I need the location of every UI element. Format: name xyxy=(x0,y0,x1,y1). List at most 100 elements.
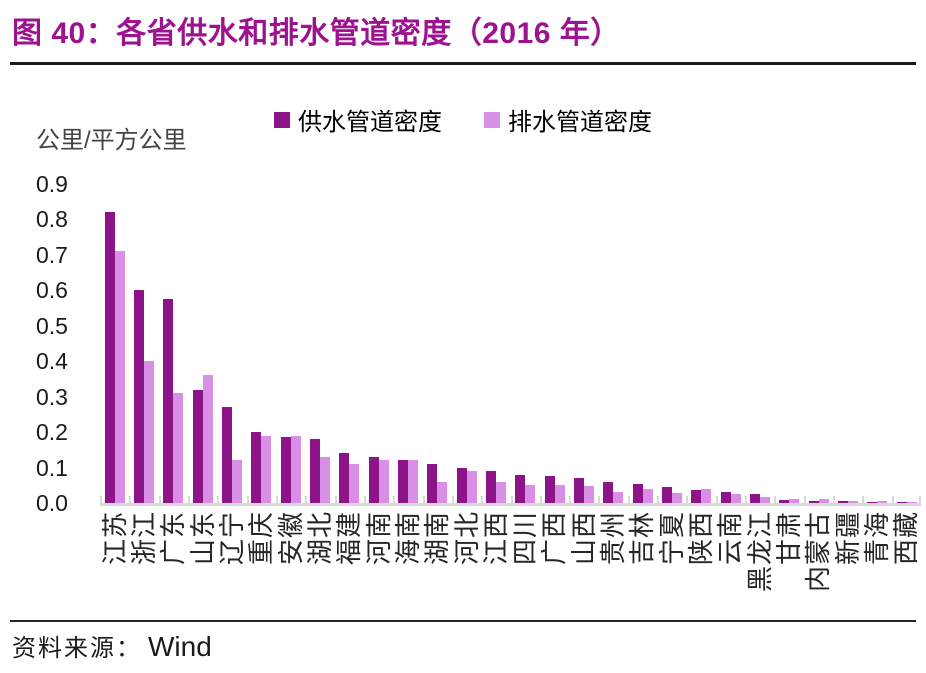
x-category-label: 安徽 xyxy=(275,511,306,566)
x-category-label: 广东 xyxy=(158,511,189,566)
bar-group-宁夏 xyxy=(657,184,686,503)
bar xyxy=(221,407,232,503)
y-tick-label: 0.3 xyxy=(36,383,68,410)
x-category-label: 湖北 xyxy=(304,511,335,566)
bar-group-山东 xyxy=(188,184,217,503)
x-axis-tick xyxy=(598,496,600,503)
x-label-slot: 陕西 xyxy=(686,511,717,611)
bar xyxy=(837,501,848,503)
y-tick-label: 0.8 xyxy=(36,206,68,233)
bar xyxy=(290,436,301,503)
x-label-slot: 浙江 xyxy=(128,511,159,611)
source-label: 资料来源： xyxy=(12,636,142,662)
bar xyxy=(251,432,262,503)
x-axis-tick xyxy=(919,496,921,503)
bar xyxy=(397,460,408,503)
x-category-label: 新疆 xyxy=(832,511,863,566)
title-divider xyxy=(10,62,916,65)
figure-title: 图 40：各省供水和排水管道密度（2016 年） xyxy=(12,17,621,50)
x-axis-tick xyxy=(716,496,718,503)
x-category-label: 山东 xyxy=(187,511,218,566)
bar-group-山西 xyxy=(569,184,598,503)
bar xyxy=(319,457,330,503)
y-axis-unit-label: 公里/平方公里 xyxy=(36,127,187,154)
bar xyxy=(779,500,790,503)
x-axis-tick xyxy=(481,496,483,503)
x-category-label: 西藏 xyxy=(891,511,922,566)
x-axis-tick xyxy=(129,496,131,503)
bar-group-重庆 xyxy=(247,184,276,503)
bar xyxy=(104,212,115,503)
bar xyxy=(759,497,770,503)
bar xyxy=(427,464,438,503)
bar xyxy=(749,494,760,503)
x-axis-tick xyxy=(774,496,776,503)
x-label-slot: 江苏 xyxy=(99,511,130,611)
y-axis: 0.9 0.8 0.7 0.6 0.5 0.4 0.3 0.2 0.1 0.0 xyxy=(36,171,96,516)
bar-group-辽宁 xyxy=(217,184,246,503)
bar-group-四川 xyxy=(511,184,540,503)
bar-group-青海 xyxy=(863,184,892,503)
bar xyxy=(671,493,682,503)
bar-group-新疆 xyxy=(833,184,862,503)
bar xyxy=(603,482,614,503)
bar xyxy=(789,499,800,503)
x-axis-tick xyxy=(569,496,571,503)
x-label-slot: 安徽 xyxy=(275,511,306,611)
x-label-slot: 山西 xyxy=(568,511,599,611)
bar-group-河南 xyxy=(364,184,393,503)
bar xyxy=(906,502,917,503)
y-tick-label: 0.1 xyxy=(36,454,68,481)
y-tick-label: 0.0 xyxy=(36,490,68,516)
bar xyxy=(485,471,496,503)
x-axis-tick xyxy=(892,496,894,503)
bar-group-海南 xyxy=(393,184,422,503)
x-axis-labels: 江苏 浙江 广东 山东 辽宁 重庆 安徽 湖北 福建 河南 海南 湖南 河北 江西 四川 广西 山西 贵州 吉林 宁夏… xyxy=(99,511,922,621)
bar xyxy=(632,484,643,503)
bar xyxy=(730,494,741,503)
bar xyxy=(261,436,272,503)
bar xyxy=(573,478,584,503)
x-category-label: 陕西 xyxy=(686,511,717,566)
x-axis-tick xyxy=(452,496,454,503)
bar xyxy=(495,482,506,503)
x-label-slot: 山东 xyxy=(187,511,218,611)
bar xyxy=(456,468,467,503)
y-tick-label: 0.5 xyxy=(36,312,68,339)
x-category-label: 海南 xyxy=(392,511,423,566)
bar-group-湖南 xyxy=(423,184,452,503)
x-axis-tick xyxy=(540,496,542,503)
y-tick-label: 0.4 xyxy=(36,348,68,375)
bar-group-河北 xyxy=(452,184,481,503)
legend-label-drainage: 排水管道密度 xyxy=(508,109,652,136)
x-label-slot: 新疆 xyxy=(832,511,863,611)
x-label-slot: 河北 xyxy=(452,511,482,611)
x-axis-tick xyxy=(159,496,161,503)
bar xyxy=(466,471,477,503)
x-category-label: 湖南 xyxy=(422,511,453,566)
x-label-slot: 湖南 xyxy=(422,511,453,611)
x-category-label: 江苏 xyxy=(99,511,130,566)
drainage-series-swatch-icon xyxy=(484,111,500,128)
bar xyxy=(818,499,829,503)
bar xyxy=(847,501,858,503)
legend-entry-drainage: 排水管道密度 xyxy=(484,102,652,137)
x-category-label: 甘肃 xyxy=(774,511,805,566)
y-tick-label: 0.6 xyxy=(36,277,68,304)
chart-legend: 供水管道密度 排水管道密度 xyxy=(0,102,926,137)
bar xyxy=(378,460,389,503)
x-axis-tick xyxy=(423,496,425,503)
x-label-slot: 贵州 xyxy=(598,511,628,611)
bar xyxy=(525,485,536,503)
bar-group-黑龙江 xyxy=(745,184,774,503)
x-axis-tick xyxy=(686,496,688,503)
x-category-label: 四川 xyxy=(510,511,541,566)
x-axis-tick xyxy=(217,496,219,503)
x-category-label: 山西 xyxy=(568,511,599,566)
x-label-slot: 内蒙古 xyxy=(803,511,833,611)
x-axis-tick xyxy=(335,496,337,503)
x-category-label: 青海 xyxy=(862,511,893,566)
x-category-label: 浙江 xyxy=(128,511,159,566)
source-line: 资料来源： Wind xyxy=(12,628,212,663)
bar-group-福建 xyxy=(335,184,364,503)
